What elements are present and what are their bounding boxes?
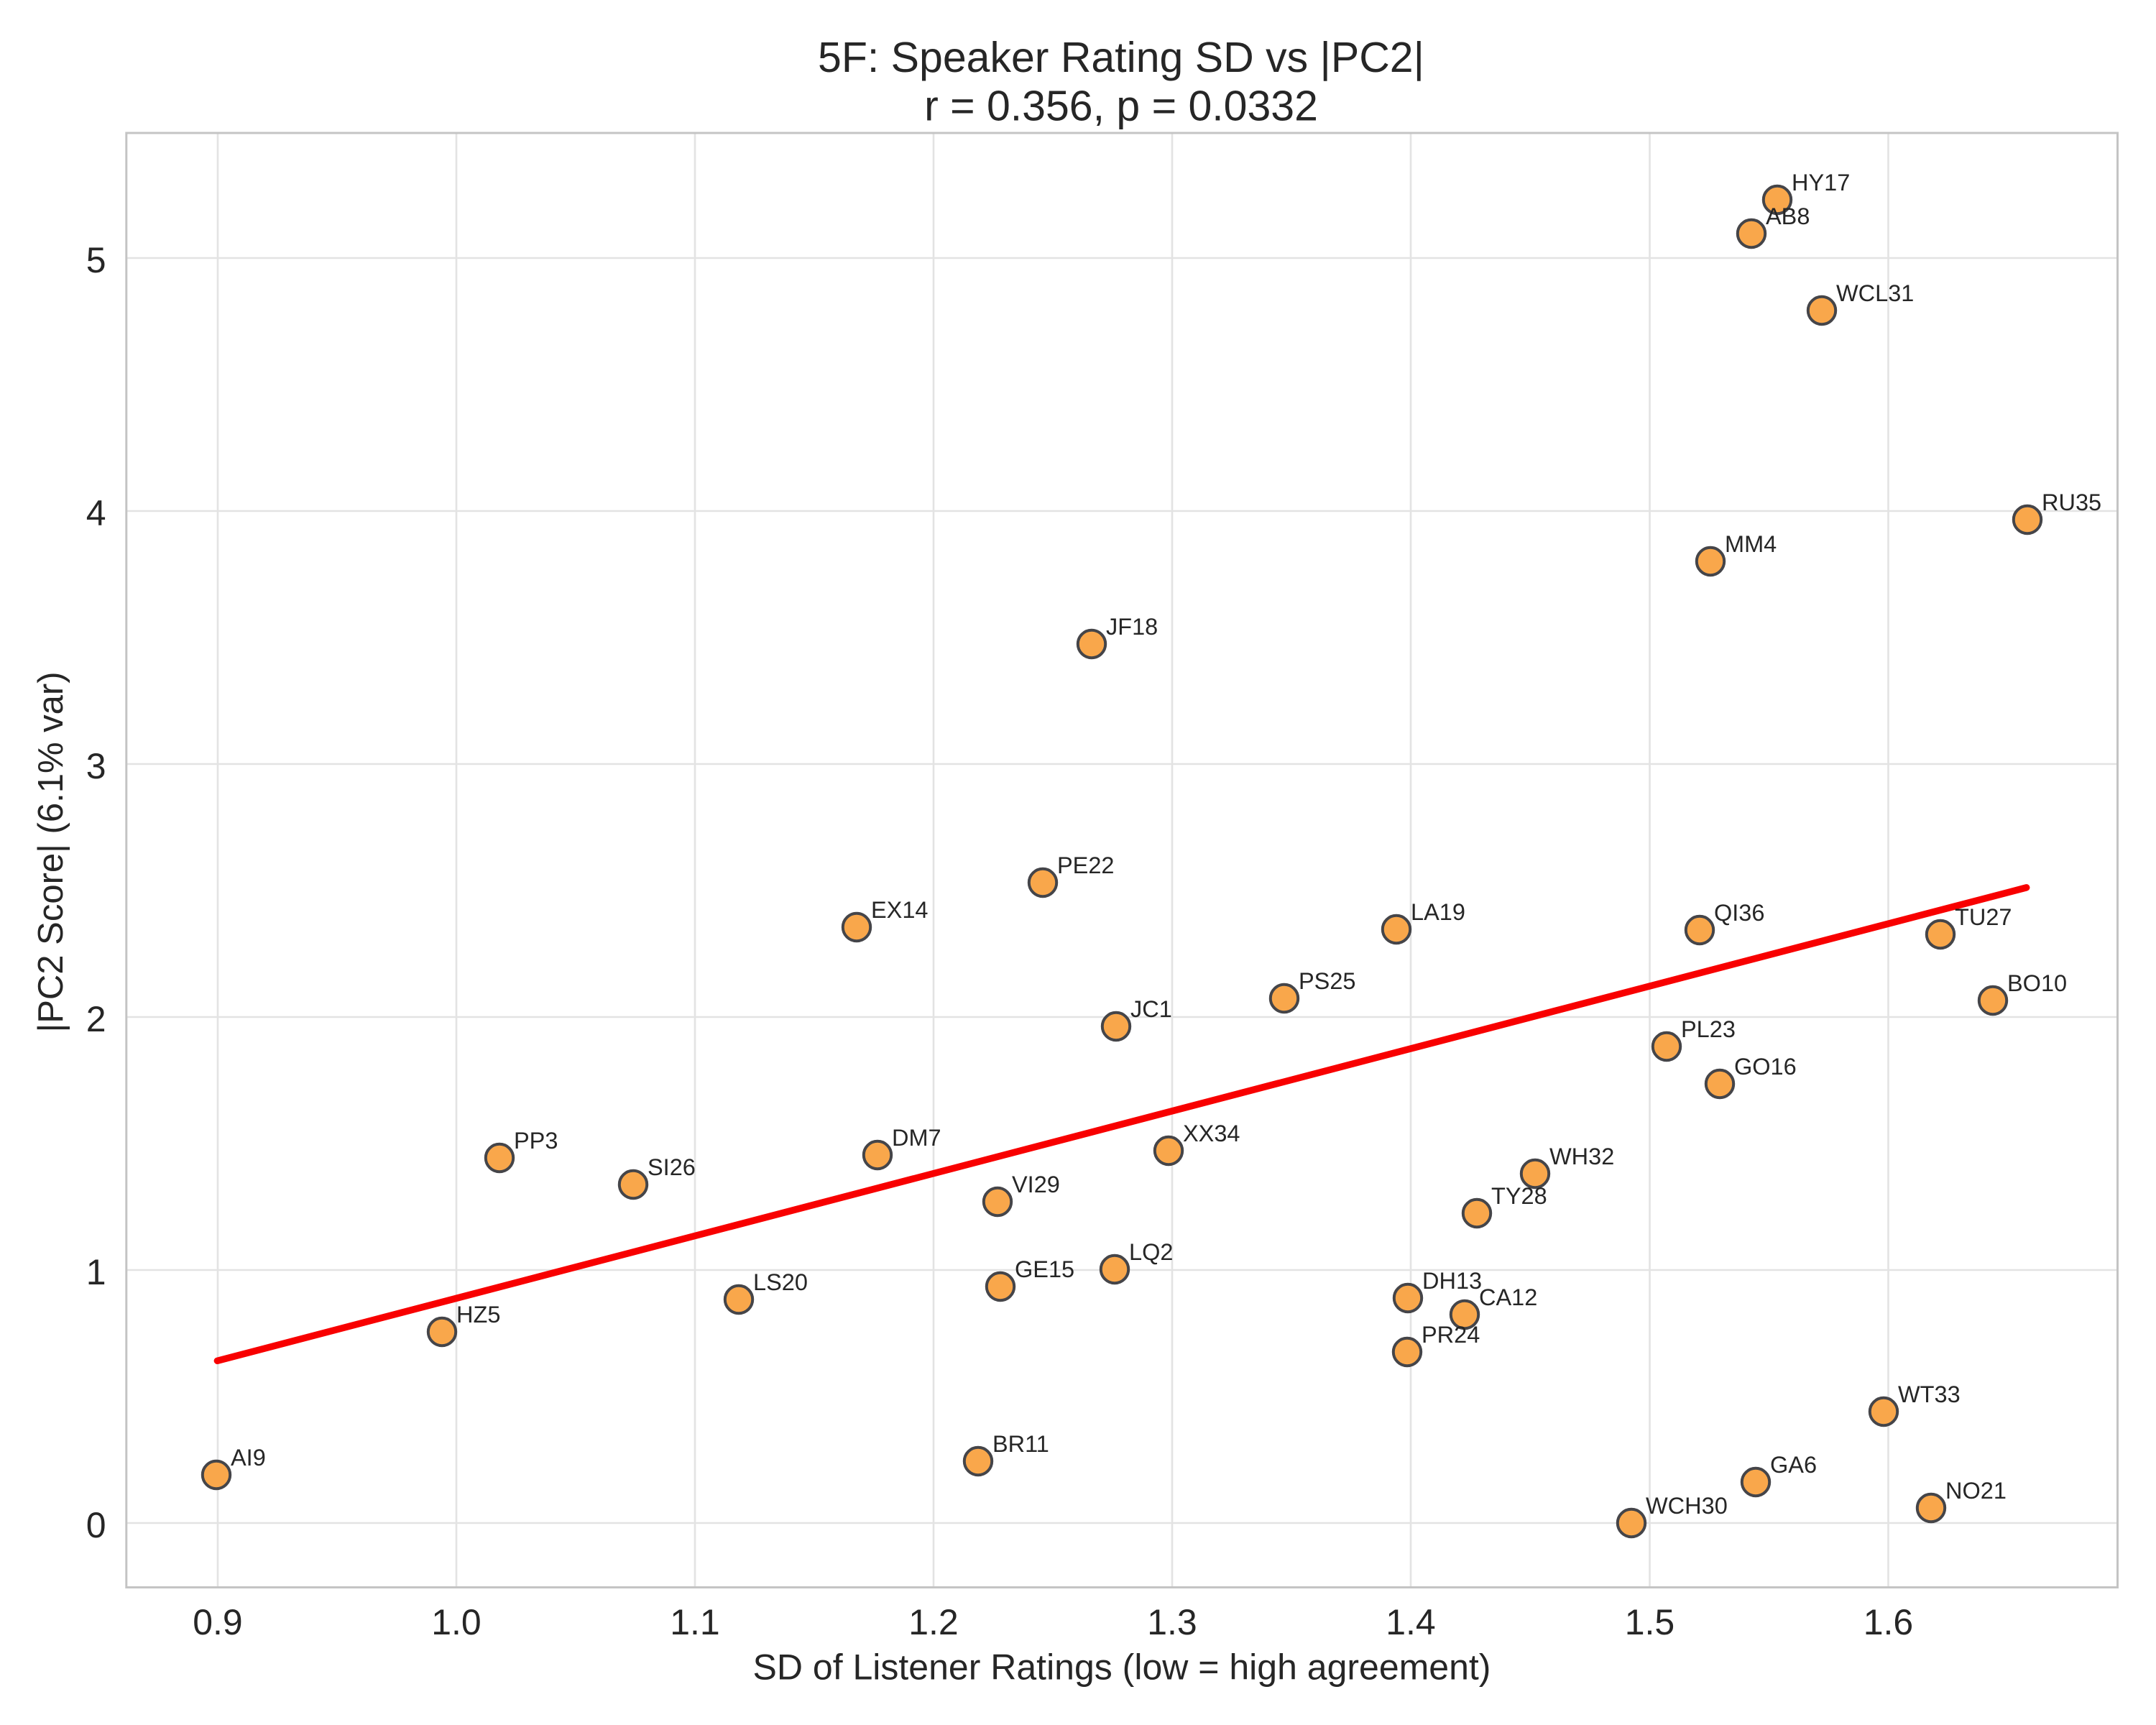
svg-text:QI36: QI36: [1714, 900, 1764, 926]
svg-text:JC1: JC1: [1130, 996, 1172, 1022]
svg-text:WCL31: WCL31: [1836, 280, 1914, 306]
svg-text:JF18: JF18: [1106, 614, 1158, 640]
svg-text:1.5: 1.5: [1625, 1602, 1675, 1642]
svg-text:1.6: 1.6: [1864, 1602, 1914, 1642]
svg-text:PE22: PE22: [1057, 852, 1115, 878]
svg-text:WH32: WH32: [1549, 1144, 1614, 1169]
svg-text:1.0: 1.0: [431, 1602, 482, 1642]
svg-text:VI29: VI29: [1012, 1172, 1060, 1197]
svg-text:GE15: GE15: [1015, 1256, 1074, 1282]
svg-text:PR24: PR24: [1422, 1322, 1480, 1348]
svg-text:RU35: RU35: [2042, 489, 2101, 515]
svg-text:WT33: WT33: [1898, 1381, 1961, 1407]
svg-text:5F: Speaker Rating SD vs |PC2|: 5F: Speaker Rating SD vs |PC2|: [818, 34, 1424, 81]
svg-text:BR11: BR11: [992, 1431, 1049, 1457]
svg-text:NO21: NO21: [1945, 1478, 2007, 1504]
svg-text:XX34: XX34: [1183, 1121, 1240, 1146]
svg-text:LS20: LS20: [753, 1269, 808, 1295]
svg-text:CA12: CA12: [1479, 1284, 1537, 1310]
svg-text:1.4: 1.4: [1386, 1602, 1436, 1642]
svg-text:WCH30: WCH30: [1646, 1493, 1728, 1519]
svg-text:DM7: DM7: [892, 1125, 941, 1151]
svg-text:AB8: AB8: [1766, 203, 1810, 229]
svg-text:1.3: 1.3: [1147, 1602, 1197, 1642]
svg-text:MM4: MM4: [1725, 531, 1777, 557]
svg-text:SI26: SI26: [648, 1154, 696, 1180]
svg-text:r = 0.356, p = 0.0332: r = 0.356, p = 0.0332: [924, 83, 1318, 130]
svg-text:PS25: PS25: [1299, 968, 1356, 994]
svg-text:0: 0: [86, 1505, 106, 1545]
svg-text:TU27: TU27: [1955, 904, 2012, 930]
svg-text:3: 3: [86, 746, 106, 786]
svg-text:1.1: 1.1: [670, 1602, 720, 1642]
svg-text:GA6: GA6: [1770, 1452, 1817, 1478]
svg-text:BO10: BO10: [2007, 970, 2067, 996]
svg-text:LQ2: LQ2: [1129, 1239, 1173, 1265]
svg-text:5: 5: [86, 240, 106, 280]
svg-text:HZ5: HZ5: [456, 1302, 500, 1328]
svg-text:1.2: 1.2: [908, 1602, 959, 1642]
svg-text:PL23: PL23: [1681, 1016, 1736, 1042]
svg-text:SD of Listener Ratings (low =: SD of Listener Ratings (low = high agree…: [753, 1647, 1491, 1688]
svg-text:LA19: LA19: [1411, 899, 1465, 925]
svg-text:PP3: PP3: [514, 1128, 558, 1154]
svg-text:1: 1: [86, 1252, 106, 1292]
svg-text:HY17: HY17: [1792, 170, 1850, 196]
svg-text:0.9: 0.9: [193, 1602, 243, 1642]
svg-text:4: 4: [86, 493, 106, 533]
svg-text:TY28: TY28: [1491, 1183, 1547, 1209]
svg-text:AI9: AI9: [231, 1445, 266, 1471]
svg-text:EX14: EX14: [871, 897, 929, 923]
svg-text:|PC2 Score| (6.1% var): |PC2 Score| (6.1% var): [32, 671, 70, 1032]
svg-text:2: 2: [86, 999, 106, 1039]
svg-text:DH13: DH13: [1422, 1268, 1482, 1294]
svg-text:GO16: GO16: [1734, 1054, 1797, 1080]
